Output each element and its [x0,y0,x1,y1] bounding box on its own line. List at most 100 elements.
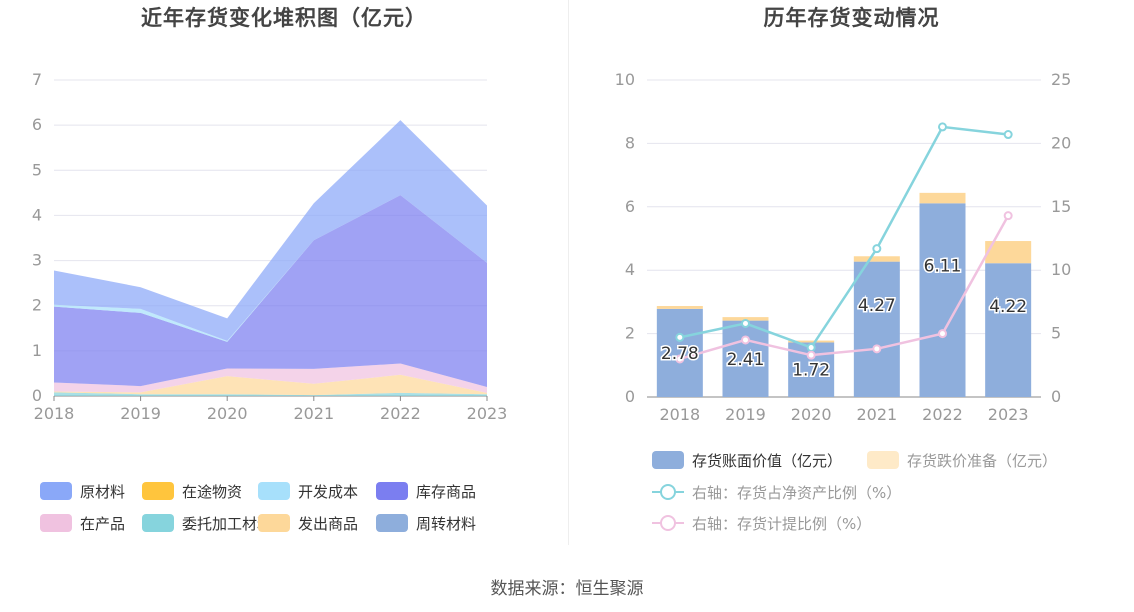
line-point [872,244,882,254]
bar-book-value [853,261,900,397]
line-point [938,122,947,132]
y-tick-label: 8 [625,133,635,152]
area-series [54,120,487,341]
legend-label: 委托加工材料 [182,514,273,533]
legend-swatch [376,514,408,532]
legend-item[interactable]: 周转材料 [376,513,476,533]
legend-label: 周转材料 [416,514,477,533]
legend-swatch [652,514,684,532]
x-tick-label: 2022 [380,404,421,423]
legend-item[interactable]: 右轴：存货占净资产比例（%） [652,482,901,502]
legend-swatch [40,514,72,532]
legend-swatch [142,482,174,500]
legend-label: 在产品 [80,514,126,533]
legend-swatch [40,482,72,500]
stacked-area-panel: 近年存货变化堆积图（亿元） 0 1 2 3 4 5 6 7 2018 2019 2020 2021 20… [0,0,568,545]
bar-impairment [985,241,1032,264]
x-tick-label: 2020 [791,405,832,424]
legend-swatch [652,483,684,501]
line-point [1003,130,1013,140]
legend-swatch [142,514,174,532]
legend-label: 开发成本 [298,482,359,501]
left-chart-title: 近年存货变化堆积图（亿元） [141,6,427,30]
bar-impairment [788,340,835,343]
x-tick-label: 2018 [659,405,700,424]
y-tick-label: 1 [32,341,42,360]
y-tick-label: 6 [625,197,635,216]
bar-value-label: 1.72 [792,361,830,381]
legend-swatch [376,482,408,500]
legend-label: 右轴：存货计提比例（%） [692,514,872,533]
legend-item[interactable]: 库存商品 [376,481,476,501]
area-series [54,195,487,387]
y-tick-label: 10 [615,70,635,89]
legend-swatch [258,482,290,500]
area-series [54,374,487,396]
legend-label: 存货账面价值（亿元） [692,451,843,470]
x-tick-label: 2023 [467,404,508,423]
line-point [675,354,685,364]
bar-value-label: 6.11 [924,256,962,276]
bar-line-chart: 0 2 4 6 8 10 0 5 10 15 20 25 2018 2019 2020 2021 2022 202… [615,70,1072,424]
legend-item[interactable]: 在途物资 [142,481,242,501]
bar-book-value [919,203,966,397]
line-series [679,215,1010,361]
line-point [741,318,750,328]
bar-book-value [722,320,769,397]
right-chart-title: 历年存货变动情况 [763,6,940,30]
y2-tick-label: 20 [1051,133,1071,152]
y-tick-label: 2 [32,296,42,315]
bar-impairment [919,192,966,204]
bar-value-label: 4.27 [858,296,896,316]
x-tick-label: 2018 [34,404,75,423]
legend-swatch [258,514,290,532]
y-tick-label: 3 [32,251,42,270]
line-point [806,343,816,353]
legend-item[interactable]: 存货跌价准备（亿元） [867,450,1057,470]
legend-item[interactable]: 原材料 [40,481,125,501]
line-point [806,350,816,360]
y-tick-label: 2 [625,324,635,343]
legend-label: 右轴：存货占净资产比例（%） [692,483,902,502]
line-series [679,125,1009,350]
legend-item[interactable]: 右轴：存货计提比例（%） [652,513,871,533]
x-tick-label: 2019 [725,405,766,424]
y2-tick-label: 15 [1051,197,1071,216]
data-source: 数据来源：恒生聚源 [490,579,644,599]
line-point [741,335,750,345]
bar-book-value [656,308,703,397]
panel-divider [568,0,569,545]
x-tick-label: 2021 [856,405,897,424]
y-tick-label: 5 [32,160,42,179]
y-tick-label: 0 [32,386,42,405]
area-series [54,363,487,393]
x-tick-label: 2020 [207,404,248,423]
y-tick-label: 0 [625,387,635,406]
legend-label: 发出商品 [298,514,359,533]
y2-tick-label: 5 [1051,324,1061,343]
legend-label: 在途物资 [182,482,243,501]
y-tick-label: 4 [32,205,42,224]
line-point [1003,211,1013,221]
stacked-area-chart: 0 1 2 3 4 5 6 7 2018 2019 2020 2021 2022 2023 [32,70,508,423]
x-tick-label: 2019 [120,404,161,423]
line-point [872,344,882,354]
legend-label: 存货跌价准备（亿元） [907,451,1058,470]
legend-item[interactable]: 发出商品 [258,513,358,533]
bar-impairment [656,306,703,309]
legend-item[interactable]: 开发成本 [258,481,358,501]
line-point [675,332,685,342]
legend-item[interactable]: 委托加工材料 [142,513,272,533]
area-series [54,392,487,396]
bar-impairment [722,317,769,321]
y2-tick-label: 0 [1051,387,1061,406]
inventory-change-panel: 历年存货变动情况 0 2 4 6 8 10 0 5 10 15 20 25 2018 2019 2020 20… [569,0,1134,545]
legend-label: 库存商品 [416,482,477,501]
legend-item[interactable]: 存货账面价值（亿元） [652,450,842,470]
line-point [938,329,947,339]
bar-impairment [853,256,900,262]
legend-item[interactable]: 在产品 [40,513,125,533]
bar-value-label: 2.78 [661,344,699,364]
legend-swatch [867,451,899,469]
legend-swatch [652,451,684,469]
